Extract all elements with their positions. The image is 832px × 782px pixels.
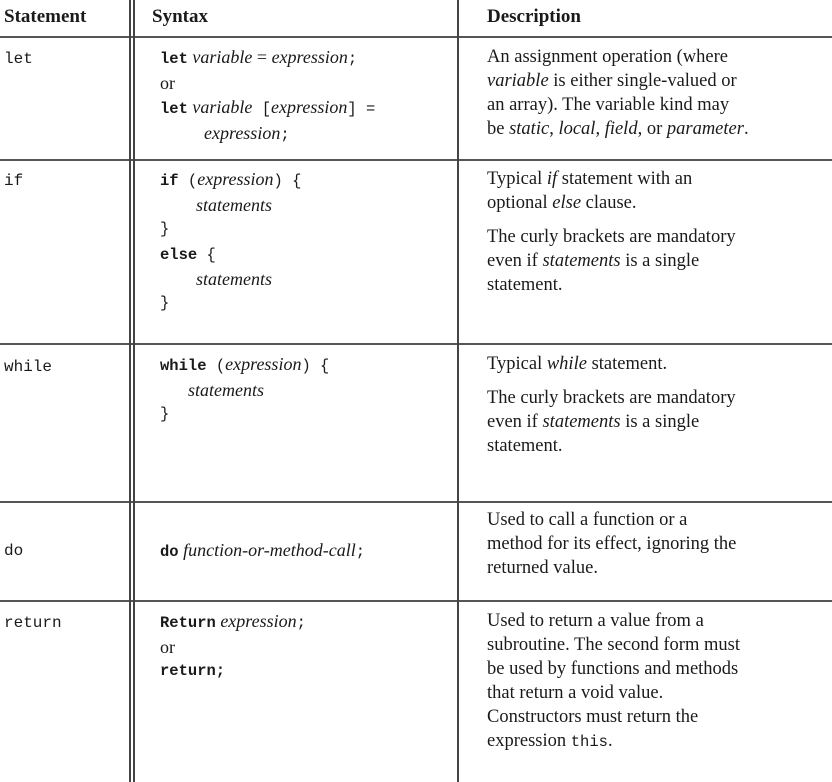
description-if: Typical if statement with an optional el…	[487, 169, 736, 295]
header-syntax: Syntax	[152, 6, 208, 27]
description-while: Typical while statement. The curly brack…	[487, 354, 736, 456]
description-do: Used to call a function or a method for …	[487, 510, 737, 578]
syntax-while: while (expression) { statements }	[160, 354, 330, 423]
statement-while: while	[4, 358, 53, 376]
description-let: An assignment operation (where variable …	[487, 47, 749, 139]
column-divider	[129, 0, 135, 782]
header-description: Description	[487, 6, 581, 27]
header-statement: Statement	[4, 6, 87, 27]
syntax-if: if (expression) { statements } else { st…	[160, 169, 302, 312]
syntax-let: let variable = expression; or let variab…	[160, 47, 376, 144]
row-divider	[0, 600, 832, 602]
row-divider	[0, 501, 832, 503]
syntax-return: Return expression; or return;	[160, 611, 306, 680]
column-divider	[457, 0, 459, 782]
description-return: Used to return a value from a subroutine…	[487, 611, 740, 751]
row-divider	[0, 36, 832, 38]
syntax-do: do function-or-method-call;	[160, 540, 366, 561]
row-divider	[0, 343, 832, 345]
statement-do: do	[4, 542, 24, 560]
row-divider	[0, 159, 832, 161]
statement-return: return	[4, 614, 62, 632]
statement-if: if	[4, 172, 24, 190]
statement-let: let	[4, 50, 33, 68]
